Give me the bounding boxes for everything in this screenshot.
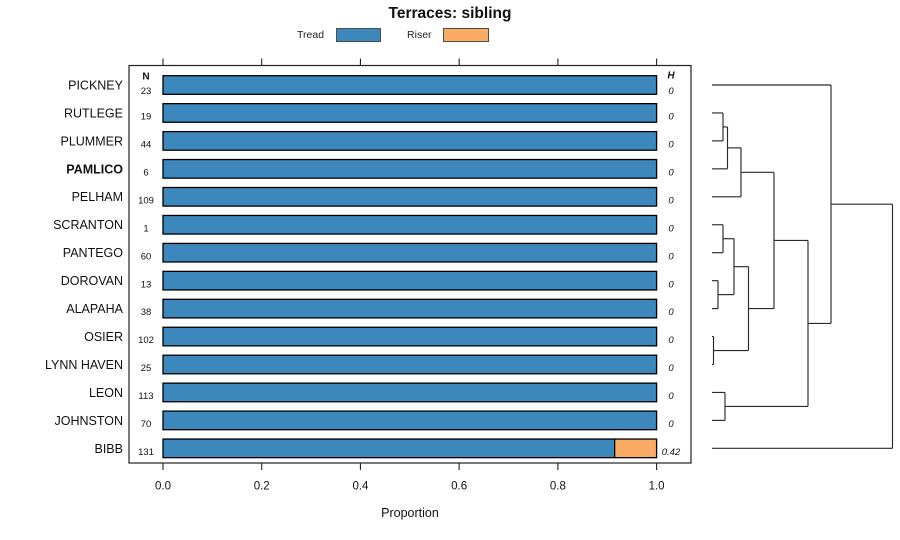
n-value: 13 <box>141 279 152 290</box>
legend-label-riser: Riser <box>407 29 432 41</box>
n-value: 23 <box>141 86 152 97</box>
n-column-header: N <box>142 71 150 83</box>
row-label: RUTLEGE <box>64 106 123 120</box>
bar-tread <box>162 382 658 403</box>
h-column-header: H <box>667 70 675 82</box>
row-label: BIBB <box>95 442 124 456</box>
n-value: 6 <box>143 167 148 178</box>
x-tick-label: 0.8 <box>550 481 566 493</box>
x-tick-label: 0.4 <box>352 481 369 493</box>
bar-tread <box>162 270 658 291</box>
bar-tread <box>162 186 658 207</box>
h-value: 0 <box>668 140 674 151</box>
row-label: LEON <box>89 386 123 400</box>
x-tick-label: 0.6 <box>451 481 467 493</box>
legend: Tread Riser <box>297 27 489 43</box>
bar-tread <box>162 326 658 347</box>
n-value: 113 <box>138 391 153 402</box>
legend-swatch-tread <box>336 28 382 42</box>
row-label: JOHNSTON <box>54 414 123 428</box>
bar-tread <box>162 103 658 123</box>
row-label: PANTEGO <box>63 246 123 260</box>
bar-tread <box>162 75 658 95</box>
n-value: 19 <box>141 112 152 123</box>
x-tick-label: 0.0 <box>155 481 171 493</box>
x-tick-label: 1.0 <box>649 481 665 493</box>
x-tick-label: 0.2 <box>254 481 270 493</box>
legend-label-tread: Tread <box>297 29 325 41</box>
h-value: 0 <box>668 279 674 290</box>
h-value: 0 <box>668 419 674 430</box>
n-value: 60 <box>141 251 152 262</box>
n-value: 102 <box>138 335 154 346</box>
bar-tread <box>162 214 658 235</box>
h-value: 0 <box>668 307 674 318</box>
h-value: 0 <box>668 335 674 346</box>
h-value: 0 <box>668 167 674 178</box>
row-label: OSIER <box>84 330 123 344</box>
row-label: LYNN HAVEN <box>45 358 123 372</box>
h-value: 0 <box>668 251 674 262</box>
x-axis-label: Proportion <box>381 506 439 520</box>
plot-box <box>128 64 692 464</box>
row-label: SCRANTON <box>53 218 123 232</box>
n-value: 1 <box>143 223 148 234</box>
h-value: 0.42 <box>662 447 681 458</box>
bar-tread <box>162 438 616 459</box>
row-label: ALAPAHA <box>66 302 123 316</box>
n-value: 44 <box>141 140 152 151</box>
bar-riser <box>613 438 658 459</box>
bar-tread <box>162 354 658 375</box>
n-value: 109 <box>138 195 154 206</box>
legend-swatch-riser <box>442 28 489 42</box>
row-label: PAMLICO <box>66 162 123 176</box>
n-value: 25 <box>141 363 152 374</box>
row-label: PICKNEY <box>68 78 124 92</box>
h-value: 0 <box>668 86 674 97</box>
n-value: 131 <box>138 447 154 458</box>
bar-tread <box>162 298 658 319</box>
bar-tread <box>162 130 658 151</box>
n-value: 70 <box>141 419 152 430</box>
h-value: 0 <box>668 223 674 234</box>
n-value: 38 <box>141 307 152 318</box>
row-label: DOROVAN <box>61 274 123 288</box>
row-label: PELHAM <box>72 190 123 204</box>
bar-tread <box>162 410 658 431</box>
chart-title: Terraces: sibling <box>388 5 512 22</box>
row-label: PLUMMER <box>60 134 123 148</box>
bar-tread <box>162 242 658 263</box>
h-value: 0 <box>668 391 674 402</box>
h-value: 0 <box>668 363 674 374</box>
h-value: 0 <box>668 112 674 123</box>
h-value: 0 <box>668 195 674 206</box>
bar-tread <box>162 158 658 179</box>
